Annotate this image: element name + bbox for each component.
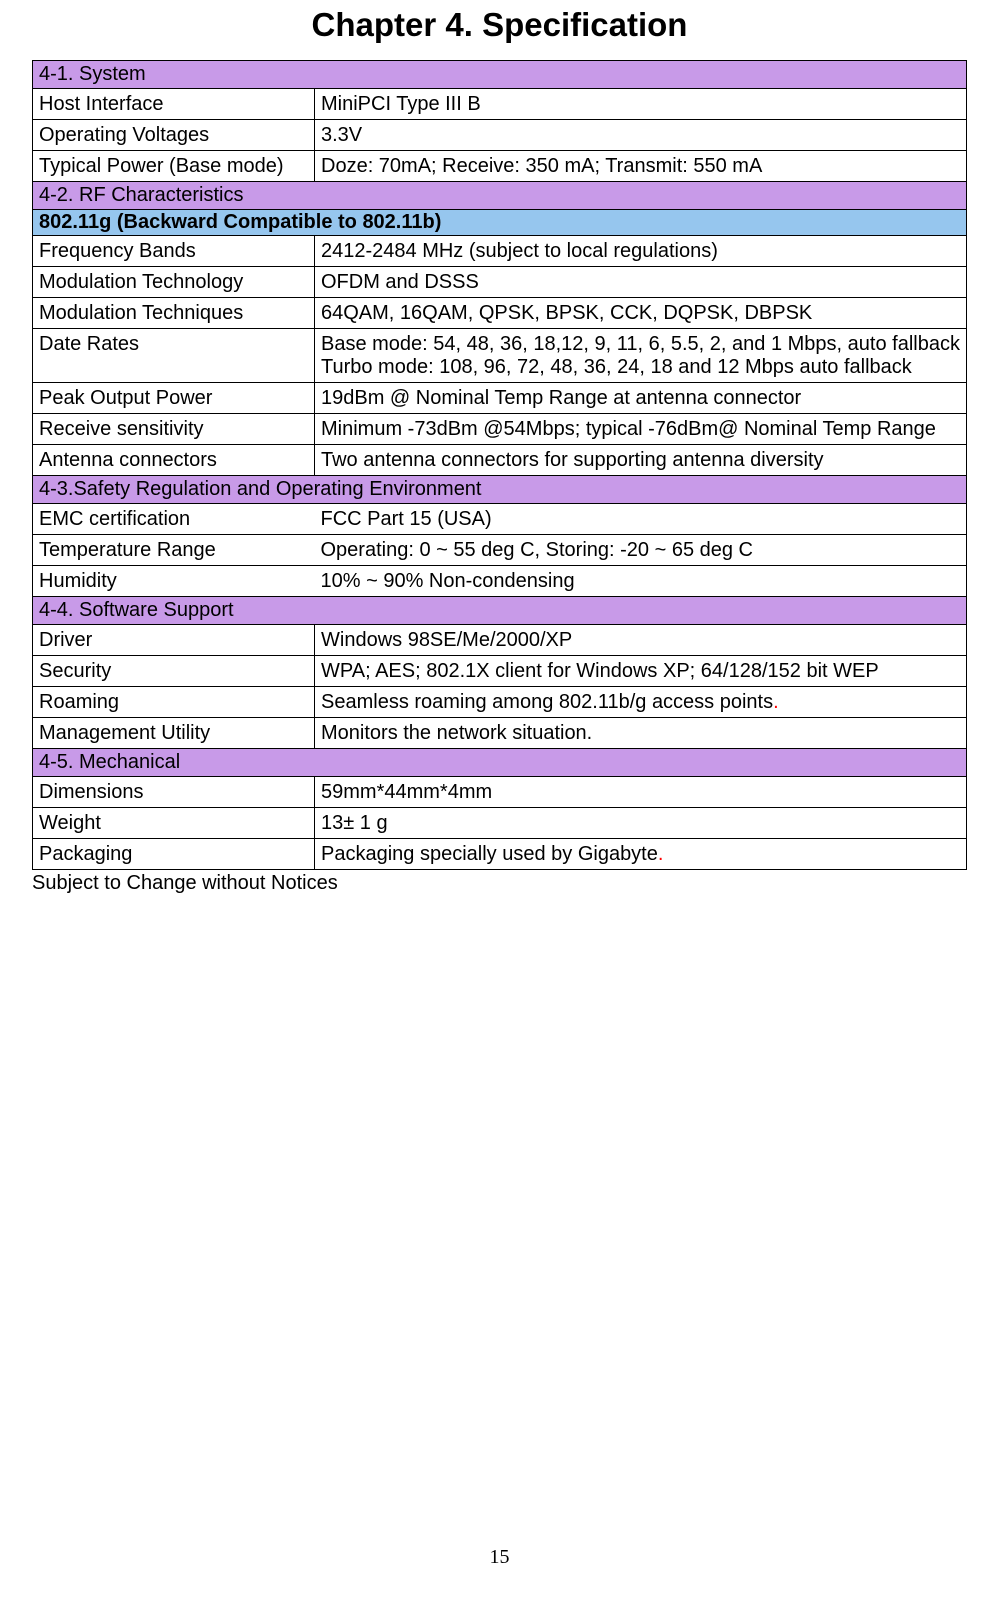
row-typical-power: Typical Power (Base mode) Doze: 70mA; Re… xyxy=(33,151,967,182)
footer-note: Subject to Change without Notices xyxy=(32,872,967,895)
cell-value: MiniPCI Type III B xyxy=(315,89,967,120)
row-temperature-range: Temperature Range Operating: 0 ~ 55 deg … xyxy=(33,535,967,566)
cell-label: Peak Output Power xyxy=(33,383,315,414)
cell-label: Weight xyxy=(33,808,315,839)
cell-value: 13± 1 g xyxy=(315,808,967,839)
cell-value: Windows 98SE/Me/2000/XP xyxy=(315,625,967,656)
section-header-label: 4-2. RF Characteristics xyxy=(33,182,967,210)
cell-value: Monitors the network situation. xyxy=(315,718,967,749)
section-header-software: 4-4. Software Support xyxy=(33,597,967,625)
cell-label: Temperature Range xyxy=(33,535,315,566)
cell-label: Dimensions xyxy=(33,777,315,808)
cell-value: Operating: 0 ~ 55 deg C, Storing: -20 ~ … xyxy=(315,535,967,566)
cell-label: Host Interface xyxy=(33,89,315,120)
section-header-safety: 4-3.Safety Regulation and Operating Envi… xyxy=(33,476,967,504)
section-header-label: 4-4. Software Support xyxy=(33,597,967,625)
row-modulation-technology: Modulation Technology OFDM and DSSS xyxy=(33,267,967,298)
row-dimensions: Dimensions 59mm*44mm*4mm xyxy=(33,777,967,808)
section-header-label: 4-3.Safety Regulation and Operating Envi… xyxy=(33,476,967,504)
row-weight: Weight 13± 1 g xyxy=(33,808,967,839)
packaging-text: Packaging specially used by Gigabyte xyxy=(321,843,658,865)
page-title: Chapter 4. Specification xyxy=(32,6,967,44)
row-antenna-connectors: Antenna connectors Two antenna connector… xyxy=(33,445,967,476)
cell-value: OFDM and DSSS xyxy=(315,267,967,298)
row-security: Security WPA; AES; 802.1X client for Win… xyxy=(33,656,967,687)
roaming-text: Seamless roaming among 802.11b/g access … xyxy=(321,691,773,713)
section-header-system: 4-1. System xyxy=(33,61,967,89)
cell-value: Base mode: 54, 48, 36, 18,12, 9, 11, 6, … xyxy=(315,329,967,383)
row-humidity: Humidity 10% ~ 90% Non-condensing xyxy=(33,566,967,597)
cell-label: Operating Voltages xyxy=(33,120,315,151)
row-frequency-bands: Frequency Bands 2412-2484 MHz (subject t… xyxy=(33,236,967,267)
cell-value: 10% ~ 90% Non-condensing xyxy=(315,566,967,597)
row-modulation-techniques: Modulation Techniques 64QAM, 16QAM, QPSK… xyxy=(33,298,967,329)
section-header-label: 802.11g (Backward Compatible to 802.11b) xyxy=(33,210,967,236)
cell-label: Modulation Techniques xyxy=(33,298,315,329)
cell-value: 59mm*44mm*4mm xyxy=(315,777,967,808)
cell-value: Seamless roaming among 802.11b/g access … xyxy=(315,687,967,718)
cell-value: Packaging specially used by Gigabyte. xyxy=(315,839,967,870)
row-data-rates: Date Rates Base mode: 54, 48, 36, 18,12,… xyxy=(33,329,967,383)
row-packaging: Packaging Packaging specially used by Gi… xyxy=(33,839,967,870)
cell-value: FCC Part 15 (USA) xyxy=(315,504,967,535)
page-number: 15 xyxy=(0,1546,999,1569)
cell-label: Frequency Bands xyxy=(33,236,315,267)
row-roaming: Roaming Seamless roaming among 802.11b/g… xyxy=(33,687,967,718)
cell-label: Date Rates xyxy=(33,329,315,383)
cell-label: Antenna connectors xyxy=(33,445,315,476)
row-host-interface: Host Interface MiniPCI Type III B xyxy=(33,89,967,120)
data-rates-line2: Turbo mode: 108, 96, 72, 48, 36, 24, 18 … xyxy=(321,356,912,378)
data-rates-line1: Base mode: 54, 48, 36, 18,12, 9, 11, 6, … xyxy=(321,333,960,355)
cell-value: Doze: 70mA; Receive: 350 mA; Transmit: 5… xyxy=(315,151,967,182)
packaging-period: . xyxy=(658,843,664,865)
section-header-label: 4-5. Mechanical xyxy=(33,749,967,777)
row-emc-certification: EMC certification FCC Part 15 (USA) xyxy=(33,504,967,535)
cell-value: WPA; AES; 802.1X client for Windows XP; … xyxy=(315,656,967,687)
cell-value: 3.3V xyxy=(315,120,967,151)
cell-label: Modulation Technology xyxy=(33,267,315,298)
page: Chapter 4. Specification 4-1. System Hos… xyxy=(0,0,999,1599)
row-driver: Driver Windows 98SE/Me/2000/XP xyxy=(33,625,967,656)
roaming-period: . xyxy=(773,691,779,713)
cell-value: Two antenna connectors for supporting an… xyxy=(315,445,967,476)
cell-label: Humidity xyxy=(33,566,315,597)
cell-label: Security xyxy=(33,656,315,687)
row-receive-sensitivity: Receive sensitivity Minimum -73dBm @54Mb… xyxy=(33,414,967,445)
section-header-mechanical: 4-5. Mechanical xyxy=(33,749,967,777)
section-header-label: 4-1. System xyxy=(33,61,967,89)
cell-label: Roaming xyxy=(33,687,315,718)
cell-value: 2412-2484 MHz (subject to local regulati… xyxy=(315,236,967,267)
cell-label: EMC certification xyxy=(33,504,315,535)
specification-table: 4-1. System Host Interface MiniPCI Type … xyxy=(32,60,967,870)
cell-value: Minimum -73dBm @54Mbps; typical -76dBm@ … xyxy=(315,414,967,445)
cell-value: 64QAM, 16QAM, QPSK, BPSK, CCK, DQPSK, DB… xyxy=(315,298,967,329)
section-subheader-80211g: 802.11g (Backward Compatible to 802.11b) xyxy=(33,210,967,236)
row-management-utility: Management Utility Monitors the network … xyxy=(33,718,967,749)
cell-value: 19dBm @ Nominal Temp Range at antenna co… xyxy=(315,383,967,414)
cell-label: Management Utility xyxy=(33,718,315,749)
cell-label: Receive sensitivity xyxy=(33,414,315,445)
cell-label: Driver xyxy=(33,625,315,656)
cell-label: Packaging xyxy=(33,839,315,870)
row-operating-voltages: Operating Voltages 3.3V xyxy=(33,120,967,151)
row-peak-output-power: Peak Output Power 19dBm @ Nominal Temp R… xyxy=(33,383,967,414)
cell-label: Typical Power (Base mode) xyxy=(33,151,315,182)
section-header-rf: 4-2. RF Characteristics xyxy=(33,182,967,210)
